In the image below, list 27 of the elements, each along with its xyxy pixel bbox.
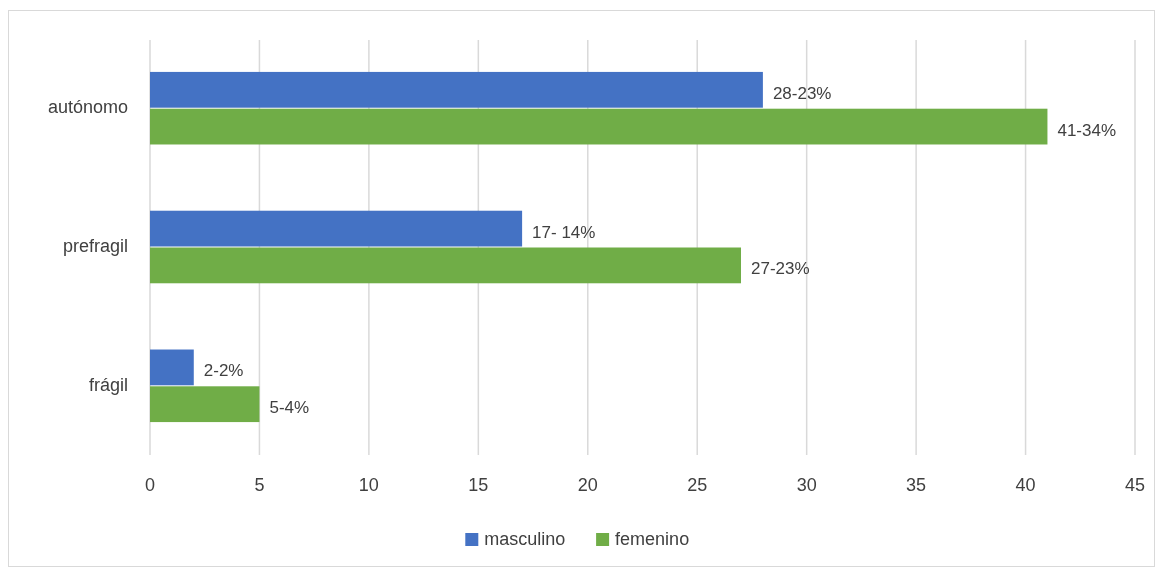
bar xyxy=(150,349,194,386)
bar xyxy=(150,386,260,423)
y-tick-label: autónomo xyxy=(47,97,128,118)
data-label: 5-4% xyxy=(269,398,310,418)
data-label: 17- 14% xyxy=(532,222,596,242)
x-tick-label: 15 xyxy=(468,475,489,495)
y-tick-label: prefragil xyxy=(62,236,128,257)
bar xyxy=(150,71,763,108)
bar xyxy=(150,108,1048,145)
x-tick-label: 20 xyxy=(577,475,598,495)
x-tick-label: 0 xyxy=(144,475,156,495)
x-tick-label: 35 xyxy=(906,475,927,495)
bar xyxy=(150,247,741,284)
data-label: 2-2% xyxy=(203,361,244,381)
x-tick-label: 45 xyxy=(1124,475,1146,495)
x-tick-label: 30 xyxy=(796,475,817,495)
x-tick-label: 25 xyxy=(687,475,708,495)
data-label: 41-34% xyxy=(1057,120,1117,140)
y-tick-label: frágil xyxy=(88,375,128,396)
data-label: 28-23% xyxy=(772,83,832,103)
x-tick-label: 10 xyxy=(358,475,379,495)
x-tick-label: 40 xyxy=(1015,475,1036,495)
data-label: 27-23% xyxy=(751,259,810,279)
legend-label: femenino xyxy=(615,528,690,549)
x-tick-label: 5 xyxy=(254,475,265,495)
legend-label: masculino xyxy=(484,528,566,549)
bar xyxy=(150,210,523,247)
